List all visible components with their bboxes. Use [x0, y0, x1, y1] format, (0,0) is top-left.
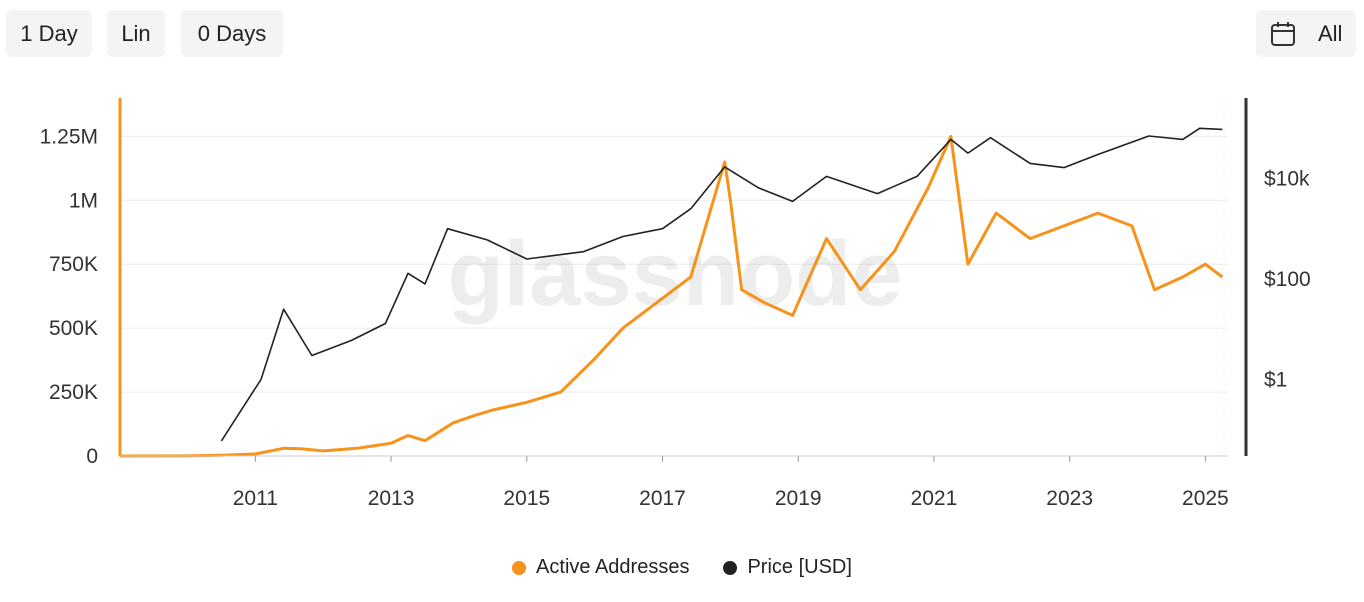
legend-dot-active-addresses: [512, 560, 527, 575]
series-line-price: [220, 127, 1223, 442]
left-axis-ticks: 0 250K 500K 750K 1M 1.25M: [40, 125, 98, 468]
x-tick-label: 2013: [368, 487, 415, 510]
scale-toggle-button[interactable]: Lin: [107, 10, 165, 57]
left-tick-label: 250K: [49, 381, 98, 404]
right-axis-ticks: $1 $100 $10k: [1264, 167, 1311, 391]
series-layer: [119, 127, 1224, 458]
legend-label-price: Price [USD]: [747, 556, 852, 578]
x-tick-label: 2019: [775, 487, 822, 510]
watermark: glassnode: [447, 223, 902, 325]
legend: Active Addresses Price [USD]: [0, 556, 1364, 579]
left-tick-label: 1.25M: [40, 125, 98, 148]
left-tick-label: 1M: [69, 189, 98, 212]
axes: [118, 98, 1248, 457]
series-line-active-addresses: [119, 134, 1224, 458]
left-tick-label: 0: [86, 445, 98, 468]
legend-item-price[interactable]: Price [USD]: [723, 556, 852, 579]
x-tick-label: 2025: [1182, 487, 1229, 510]
legend-label-active-addresses: Active Addresses: [536, 556, 690, 578]
x-tick-label: 2015: [503, 487, 550, 510]
date-range-label: All: [1318, 20, 1343, 46]
left-tick-label: 750K: [49, 253, 98, 276]
right-tick-label: $1: [1264, 368, 1287, 391]
right-tick-label: $100: [1264, 268, 1311, 291]
left-tick-label: 500K: [49, 317, 98, 340]
x-tick-label: 2017: [639, 487, 686, 510]
resolution-button[interactable]: 1 Day: [6, 10, 92, 57]
date-range-button[interactable]: All: [1256, 10, 1356, 57]
legend-dot-price: [723, 560, 738, 575]
calendar-icon: [1271, 21, 1295, 46]
legend-item-active-addresses[interactable]: Active Addresses: [512, 556, 689, 579]
x-tick-label: 2021: [911, 487, 958, 510]
x-axis-ticks: 2011 2013 2015 2017 2019 2021 2023 2025: [233, 456, 1229, 510]
moving-average-button[interactable]: 0 Days: [181, 10, 283, 57]
x-tick-label: 2023: [1046, 487, 1093, 510]
right-tick-label: $10k: [1264, 167, 1310, 190]
x-tick-label: 2011: [233, 487, 278, 510]
chart-area[interactable]: glassnode 0 250K 500K 750K 1M 1.25M $1 $100 $10…: [0, 0, 1364, 550]
